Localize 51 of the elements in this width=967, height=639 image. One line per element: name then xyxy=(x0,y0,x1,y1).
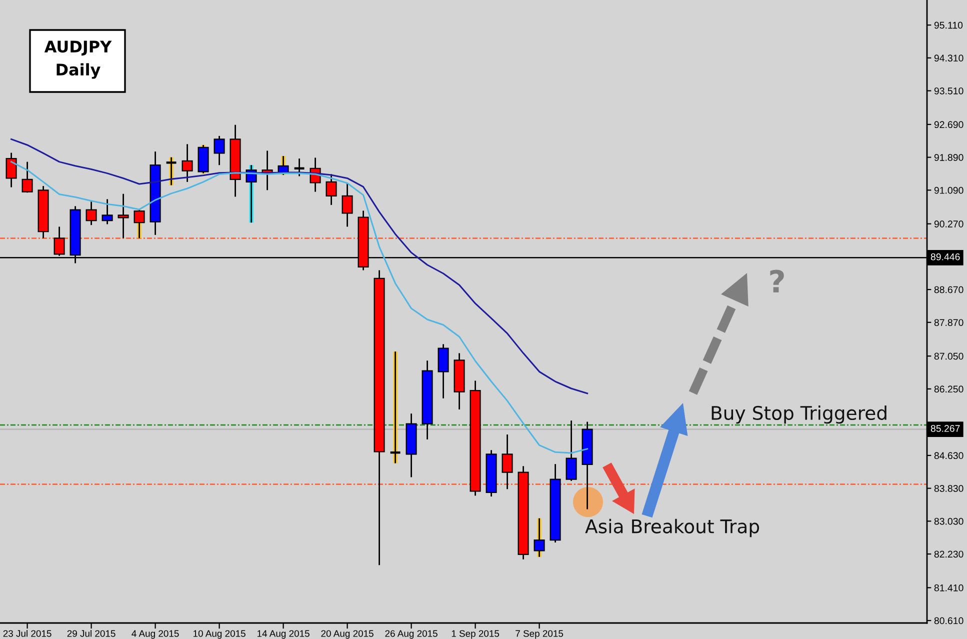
y-tick-label: 94.310 xyxy=(934,54,964,62)
candlestick xyxy=(22,161,33,194)
candlestick xyxy=(502,434,513,490)
y-tick-label: 83.830 xyxy=(934,485,964,492)
y-tick-label: 86.250 xyxy=(934,386,964,393)
text: Daily xyxy=(56,63,100,79)
x-tick-label: 14 Aug 2015 xyxy=(258,630,310,639)
y-tick-label: 92.690 xyxy=(934,121,964,128)
candlestick xyxy=(389,350,402,464)
text: ? xyxy=(770,270,784,292)
y-tick-label: 81.410 xyxy=(934,584,964,592)
y-tick-label: 91.890 xyxy=(934,154,964,161)
y-tick-label: 95.110 xyxy=(934,22,963,29)
ref-line-label: 85.267 xyxy=(930,425,960,432)
candlestick xyxy=(86,200,97,226)
candlestick xyxy=(534,518,545,558)
y-tick-label: 88.670 xyxy=(934,286,964,294)
y-tick-label: 90.270 xyxy=(934,220,964,228)
x-tick-label: 20 Aug 2015 xyxy=(321,630,374,639)
y-tick-label: 87.870 xyxy=(934,319,964,326)
y-tick-label: 84.630 xyxy=(934,452,964,460)
line-series xyxy=(10,138,588,394)
x-tick-label: 23 Jul 2015 xyxy=(3,630,52,637)
x-tick-label: 7 Sep 2015 xyxy=(516,630,564,639)
annotation: Buy Stop Triggered xyxy=(712,406,886,424)
candlestick xyxy=(134,208,145,239)
annotation: Asia Breakout Trap xyxy=(585,518,760,538)
y-tick-label: 87.050 xyxy=(934,352,964,360)
candlestick xyxy=(214,135,225,166)
text: AUDJPY xyxy=(44,40,112,56)
candlestick xyxy=(438,343,449,400)
candlestick xyxy=(102,198,113,225)
ref-line-label: 89.446 xyxy=(930,253,960,260)
x-tick-label: 1 Sep 2015 xyxy=(452,630,500,639)
y-tick-label: 91.090 xyxy=(934,186,964,194)
candlestick xyxy=(326,173,337,206)
candlestick xyxy=(182,143,193,183)
y-tick-label: 82.230 xyxy=(934,550,964,558)
x-tick-label: 29 Jul 2015 xyxy=(67,630,116,637)
x-tick-label: 26 Aug 2015 xyxy=(385,630,438,639)
x-tick-label: 4 Aug 2015 xyxy=(132,630,179,639)
y-tick-label: 83.030 xyxy=(934,518,964,525)
candlestick xyxy=(293,158,306,177)
candlestick xyxy=(566,420,577,482)
y-tick-label: 93.510 xyxy=(934,87,964,94)
candlestick xyxy=(165,156,178,186)
candlestick xyxy=(342,182,353,228)
candlestick xyxy=(6,152,17,188)
candlestick xyxy=(118,193,129,239)
x-tick-label: 10 Aug 2015 xyxy=(194,630,246,639)
y-tick-label: 80.610 xyxy=(934,617,964,624)
